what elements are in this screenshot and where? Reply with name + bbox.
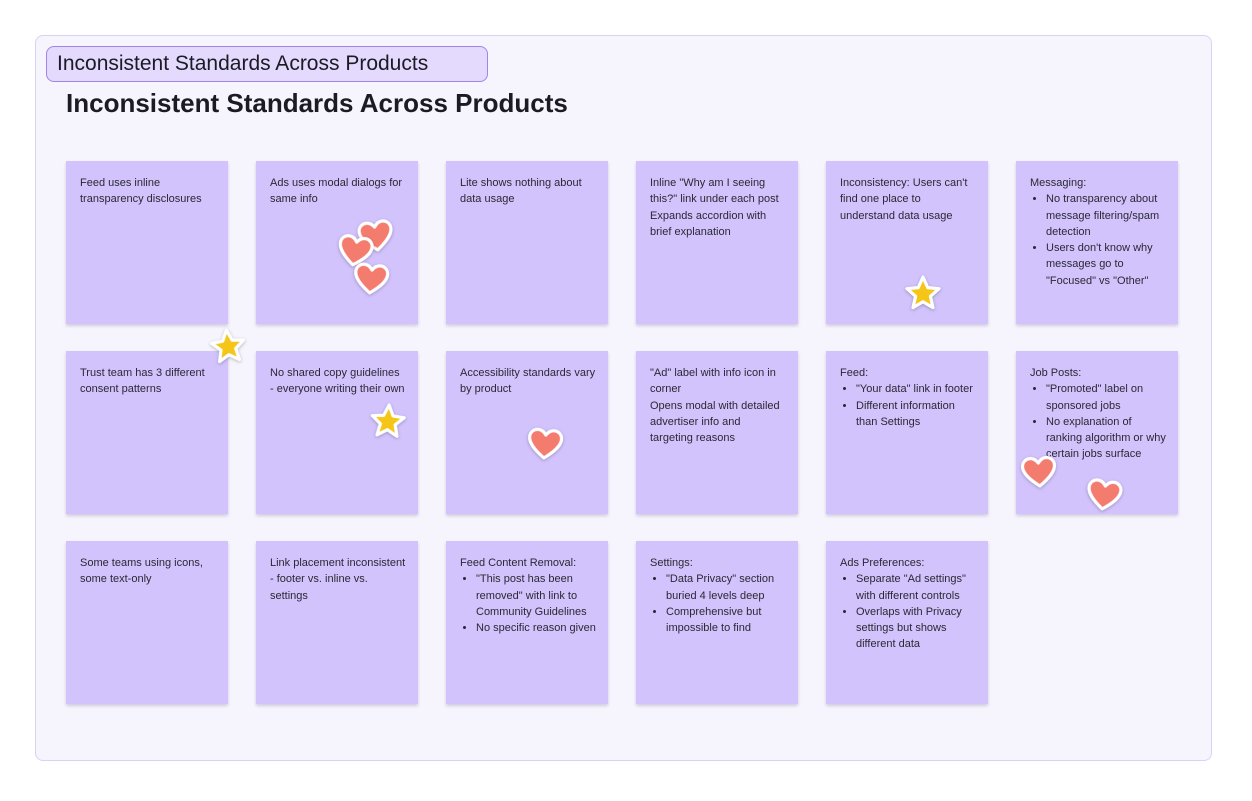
note-text: Lite shows nothing about data usage (460, 177, 582, 206)
note-text: Some teams using icons, some text-only (80, 557, 203, 586)
note-bullet-list: "Promoted" label on sponsored jobsNo exp… (1030, 381, 1166, 462)
note-bullet-list: No transparency about message filtering/… (1030, 191, 1166, 289)
note-bullet-list: "Your data" link in footerDifferent info… (840, 381, 976, 430)
note-bullet-list: "This post has been removed" with link t… (460, 571, 596, 636)
heart-icon[interactable] (351, 260, 391, 300)
note-text: No shared copy guidelines - everyone wri… (270, 367, 405, 396)
star-icon[interactable] (369, 402, 407, 440)
sticky-note[interactable]: Feed uses inline transparency disclosure… (66, 161, 228, 324)
sticky-note[interactable]: Feed: "Your data" link in footerDifferent… (826, 351, 988, 514)
heart-icon[interactable] (334, 231, 376, 273)
note-bullet: No specific reason given (476, 620, 596, 636)
note-bullet-list: "Data Privacy" section buried 4 levels d… (650, 571, 786, 636)
section-frame[interactable] (35, 35, 1212, 761)
note-text: "Ad" label with info icon in corner (650, 367, 776, 396)
sticky-note[interactable]: Feed Content Removal: "This post has been… (446, 541, 608, 704)
note-text: Ads Preferences: (840, 557, 925, 569)
note-text: Inconsistency: Users can't find one plac… (840, 177, 968, 222)
note-text: Accessibility standards vary by product (460, 367, 596, 396)
note-bullet: Users don't know why messages go to "Foc… (1046, 240, 1166, 289)
note-bullet: No transparency about message filtering/… (1046, 191, 1166, 240)
note-text: Messaging: (1030, 177, 1087, 189)
sticky-note[interactable]: Inconsistency: Users can't find one plac… (826, 161, 988, 324)
note-bullet: Separate "Ad settings" with different co… (856, 571, 976, 604)
note-bullet: "This post has been removed" with link t… (476, 571, 596, 620)
note-text: Expands accordion with brief explanation (650, 209, 767, 238)
note-bullet: No explanation of ranking algorithm or w… (1046, 414, 1166, 463)
heart-icon[interactable] (525, 425, 564, 464)
note-bullet: "Data Privacy" section buried 4 levels d… (666, 571, 786, 604)
sticky-note[interactable]: Some teams using icons, some text-only (66, 541, 228, 704)
heart-icon[interactable] (1020, 454, 1058, 492)
sticky-note[interactable]: Messaging: No transparency about message … (1016, 161, 1178, 324)
note-bullet: "Your data" link in footer (856, 381, 976, 397)
heart-icon[interactable] (1084, 476, 1125, 517)
section-title: Inconsistent Standards Across Products (66, 88, 568, 118)
sticky-note[interactable]: Trust team has 3 different consent patte… (66, 351, 228, 514)
note-text: Opens modal with detailed advertiser inf… (650, 399, 780, 445)
sticky-note[interactable]: Ads Preferences: Separate "Ad settings" w… (826, 541, 988, 704)
star-icon[interactable] (208, 326, 248, 366)
note-bullet: Comprehensive but impossible to find (666, 604, 786, 637)
note-text: Feed Content Removal: (460, 557, 577, 569)
note-text: Ads uses modal dialogs for same info (270, 177, 403, 206)
sticky-note[interactable]: Accessibility standards vary by product (446, 351, 608, 514)
note-text: Trust team has 3 different consent patte… (80, 367, 205, 396)
note-text: Settings: (650, 557, 693, 569)
note-text: Job Posts: (1030, 367, 1082, 379)
note-text: Feed uses inline transparency disclosure… (80, 177, 202, 206)
note-bullet-list: Separate "Ad settings" with different co… (840, 571, 976, 652)
note-text: Feed: (840, 367, 869, 379)
sticky-note[interactable]: Settings: "Data Privacy" section buried 4… (636, 541, 798, 704)
sticky-note[interactable]: Ads uses modal dialogs for same info (256, 161, 418, 324)
note-text: Link placement inconsistent - footer vs.… (270, 557, 406, 602)
sticky-note[interactable]: Link placement inconsistent - footer vs.… (256, 541, 418, 704)
section-label-tag[interactable]: Inconsistent Standards Across Products (46, 46, 488, 82)
note-bullet: "Promoted" label on sponsored jobs (1046, 381, 1166, 414)
note-bullet: Overlaps with Privacy settings but shows… (856, 604, 976, 653)
note-text: Inline "Why am I seeing this?" link unde… (650, 177, 779, 206)
star-icon[interactable] (905, 275, 941, 311)
sticky-note[interactable]: Inline "Why am I seeing this?" link unde… (636, 161, 798, 324)
sticky-note[interactable]: "Ad" label with info icon in corner Opens… (636, 351, 798, 514)
sticky-note[interactable]: Lite shows nothing about data usage (446, 161, 608, 324)
note-bullet: Different information than Settings (856, 398, 976, 431)
